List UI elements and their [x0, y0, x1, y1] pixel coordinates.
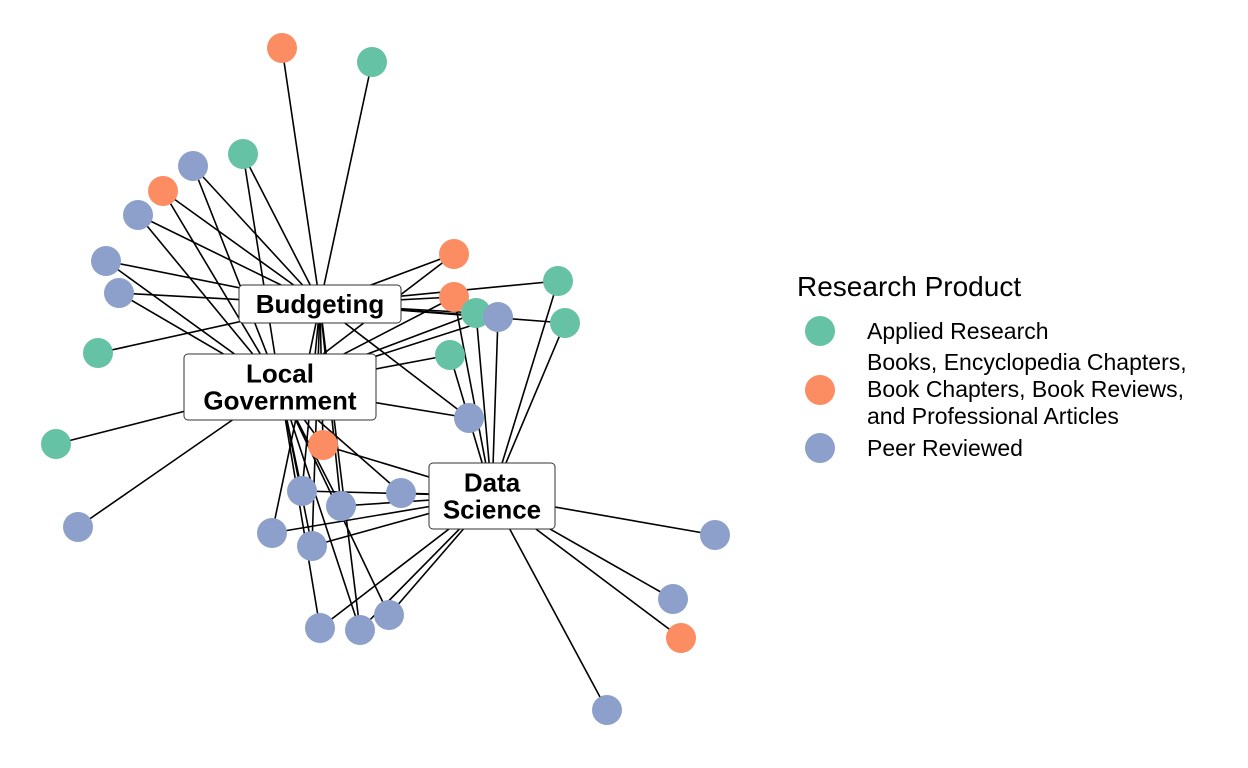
node-peer [287, 476, 317, 506]
node-books [666, 623, 696, 653]
edge [319, 303, 361, 631]
edge [242, 153, 281, 388]
nodes-layer [41, 33, 730, 725]
node-peer [483, 302, 513, 332]
node-applied [543, 266, 573, 296]
node-applied [435, 340, 465, 370]
hub-label: Government [203, 386, 356, 416]
hub-box [183, 353, 377, 421]
legend-label-applied-research: Applied Research [867, 317, 1049, 344]
edge [491, 495, 608, 711]
edge [279, 386, 361, 631]
legend-swatch-peer-reviewed [805, 433, 835, 463]
node-applied [357, 47, 387, 77]
hub-box [428, 462, 556, 530]
edge [279, 386, 321, 629]
node-peer [700, 520, 730, 550]
node-peer [592, 695, 622, 725]
legend: Research Product Applied Research Books,… [797, 268, 1237, 466]
node-peer [63, 512, 93, 542]
legend-label-peer-reviewed: Peer Reviewed [867, 434, 1023, 461]
legend-title: Research Product [797, 271, 1022, 302]
node-peer [345, 615, 375, 645]
node-applied [228, 139, 258, 169]
edge [242, 153, 321, 305]
legend-item-books: Books, Encyclopedia Chapters, Book Chapt… [797, 349, 1237, 430]
node-books [439, 239, 469, 269]
node-peer [454, 403, 484, 433]
node-applied [41, 429, 71, 459]
legend-swatch-books [805, 374, 835, 405]
node-applied [550, 308, 580, 338]
node-peer [123, 200, 153, 230]
node-books [267, 33, 297, 63]
hub-label: Data [464, 468, 521, 498]
node-peer [297, 531, 327, 561]
edge [319, 61, 373, 305]
node-peer [326, 491, 356, 521]
hub-label: Budgeting [256, 289, 385, 319]
node-applied [83, 338, 113, 368]
edge [491, 280, 559, 497]
hub-budgeting: Budgeting [238, 284, 402, 324]
node-peer [658, 584, 688, 614]
edge [311, 303, 321, 547]
legend-item-peer-reviewed: Peer Reviewed [797, 433, 1237, 463]
legend-swatch-applied-research [805, 316, 835, 346]
hub-label: Science [443, 495, 541, 525]
node-peer [386, 478, 416, 508]
node-books [439, 282, 469, 312]
node-peer [104, 278, 134, 308]
node-books [148, 176, 178, 206]
node-peer [305, 613, 335, 643]
legend-label-books: Books, Encyclopedia Chapters, Book Chapt… [867, 349, 1187, 429]
node-peer [178, 151, 208, 181]
node-peer [257, 518, 287, 548]
hub-label: Local [246, 359, 314, 389]
node-peer [374, 600, 404, 630]
edge [281, 47, 321, 305]
node-books [308, 430, 338, 460]
node-peer [91, 246, 121, 276]
legend-item-applied-research: Applied Research [797, 316, 1237, 346]
edge [192, 165, 281, 388]
hub-box [238, 284, 402, 324]
